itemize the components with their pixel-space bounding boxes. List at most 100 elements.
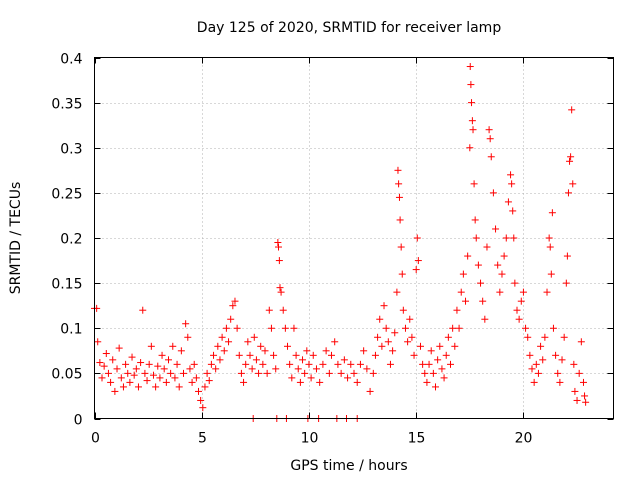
chart-title: Day 125 of 2020, SRMTID for receiver lam… [197,20,502,36]
data-point [309,351,317,359]
y-tick-label: 0.05 [51,367,82,383]
data-point [570,360,578,368]
data-point [246,351,254,359]
x-tick-label: 10 [301,431,319,447]
data-point [327,351,335,359]
data-point [276,284,284,292]
data-point [307,374,315,382]
data-point [546,243,554,251]
data-point [486,135,494,143]
data-point [244,338,252,346]
data-point [147,342,155,350]
data-point [526,351,534,359]
data-point [455,324,463,332]
data-point [184,333,192,341]
data-point [141,369,149,377]
data-point [560,333,568,341]
data-point [272,365,280,373]
data-point [225,338,233,346]
data-point [468,117,476,125]
data-point [413,234,421,242]
data-point [337,369,345,377]
data-point [203,369,211,377]
data-point [554,369,562,377]
data-point [126,378,134,386]
data-point [301,369,309,377]
data-point [464,252,472,260]
data-point [154,362,162,370]
data-point [109,356,117,364]
y-axis-label: SRMTID / TECUs [8,182,24,295]
data-point [510,234,518,242]
data-point [423,378,431,386]
data-point [286,360,294,368]
data-point [107,378,115,386]
data-point [279,306,287,314]
data-point [543,288,551,296]
data-point [434,356,442,364]
data-point [395,180,403,188]
data-point [470,180,478,188]
y-tick-label: 0.25 [51,187,82,203]
data-point [240,378,248,386]
data-point [508,180,516,188]
data-point [479,297,487,305]
data-point [312,365,320,373]
data-point [182,320,190,328]
data-point [248,365,256,373]
data-point [444,333,452,341]
data-point [296,378,304,386]
data-point [416,342,424,350]
data-point [233,324,241,332]
data-point [477,279,485,287]
data-point [549,324,557,332]
data-point [164,356,172,364]
data-point [340,356,348,364]
data-point [210,351,218,359]
axis-ticks: 0 5 10 15 20 0 0.05 0.1 0.15 0.2 0.25 0.3 0.35 0.4 [51,52,614,447]
data-point [356,360,364,368]
data-point [449,324,457,332]
data-point [397,243,405,251]
data-point [265,306,273,314]
data-point [389,347,397,355]
data-point [537,342,545,350]
y-tick-label: 0 [74,413,83,429]
data-point [199,404,207,412]
x-tick-label: 5 [198,431,207,447]
data-point [281,324,289,332]
data-point [447,360,455,368]
data-point [467,81,475,89]
data-point [573,396,581,404]
data-point [369,369,377,377]
data-point [394,166,402,174]
data-point [382,324,390,332]
data-point [130,371,138,379]
data-point [462,297,470,305]
data-point [111,387,119,395]
data-point [380,302,388,310]
y-tick-label: 0.1 [60,322,82,338]
data-point [391,329,399,337]
data-point [325,369,333,377]
data-point [539,356,547,364]
data-point [395,193,403,201]
data-point [556,378,564,386]
data-point [186,365,194,373]
data-point [220,347,228,355]
data-point [532,360,540,368]
data-point [564,189,572,197]
data-point [513,306,521,314]
data-point [471,216,479,224]
data-point [429,369,437,377]
data-point [545,234,553,242]
data-point [257,342,265,350]
data-point [485,126,493,134]
data-point [393,288,401,296]
data-point [275,257,283,265]
data-point [137,359,145,367]
data-point [386,360,394,368]
data-point [425,360,433,368]
data-point [427,347,435,355]
